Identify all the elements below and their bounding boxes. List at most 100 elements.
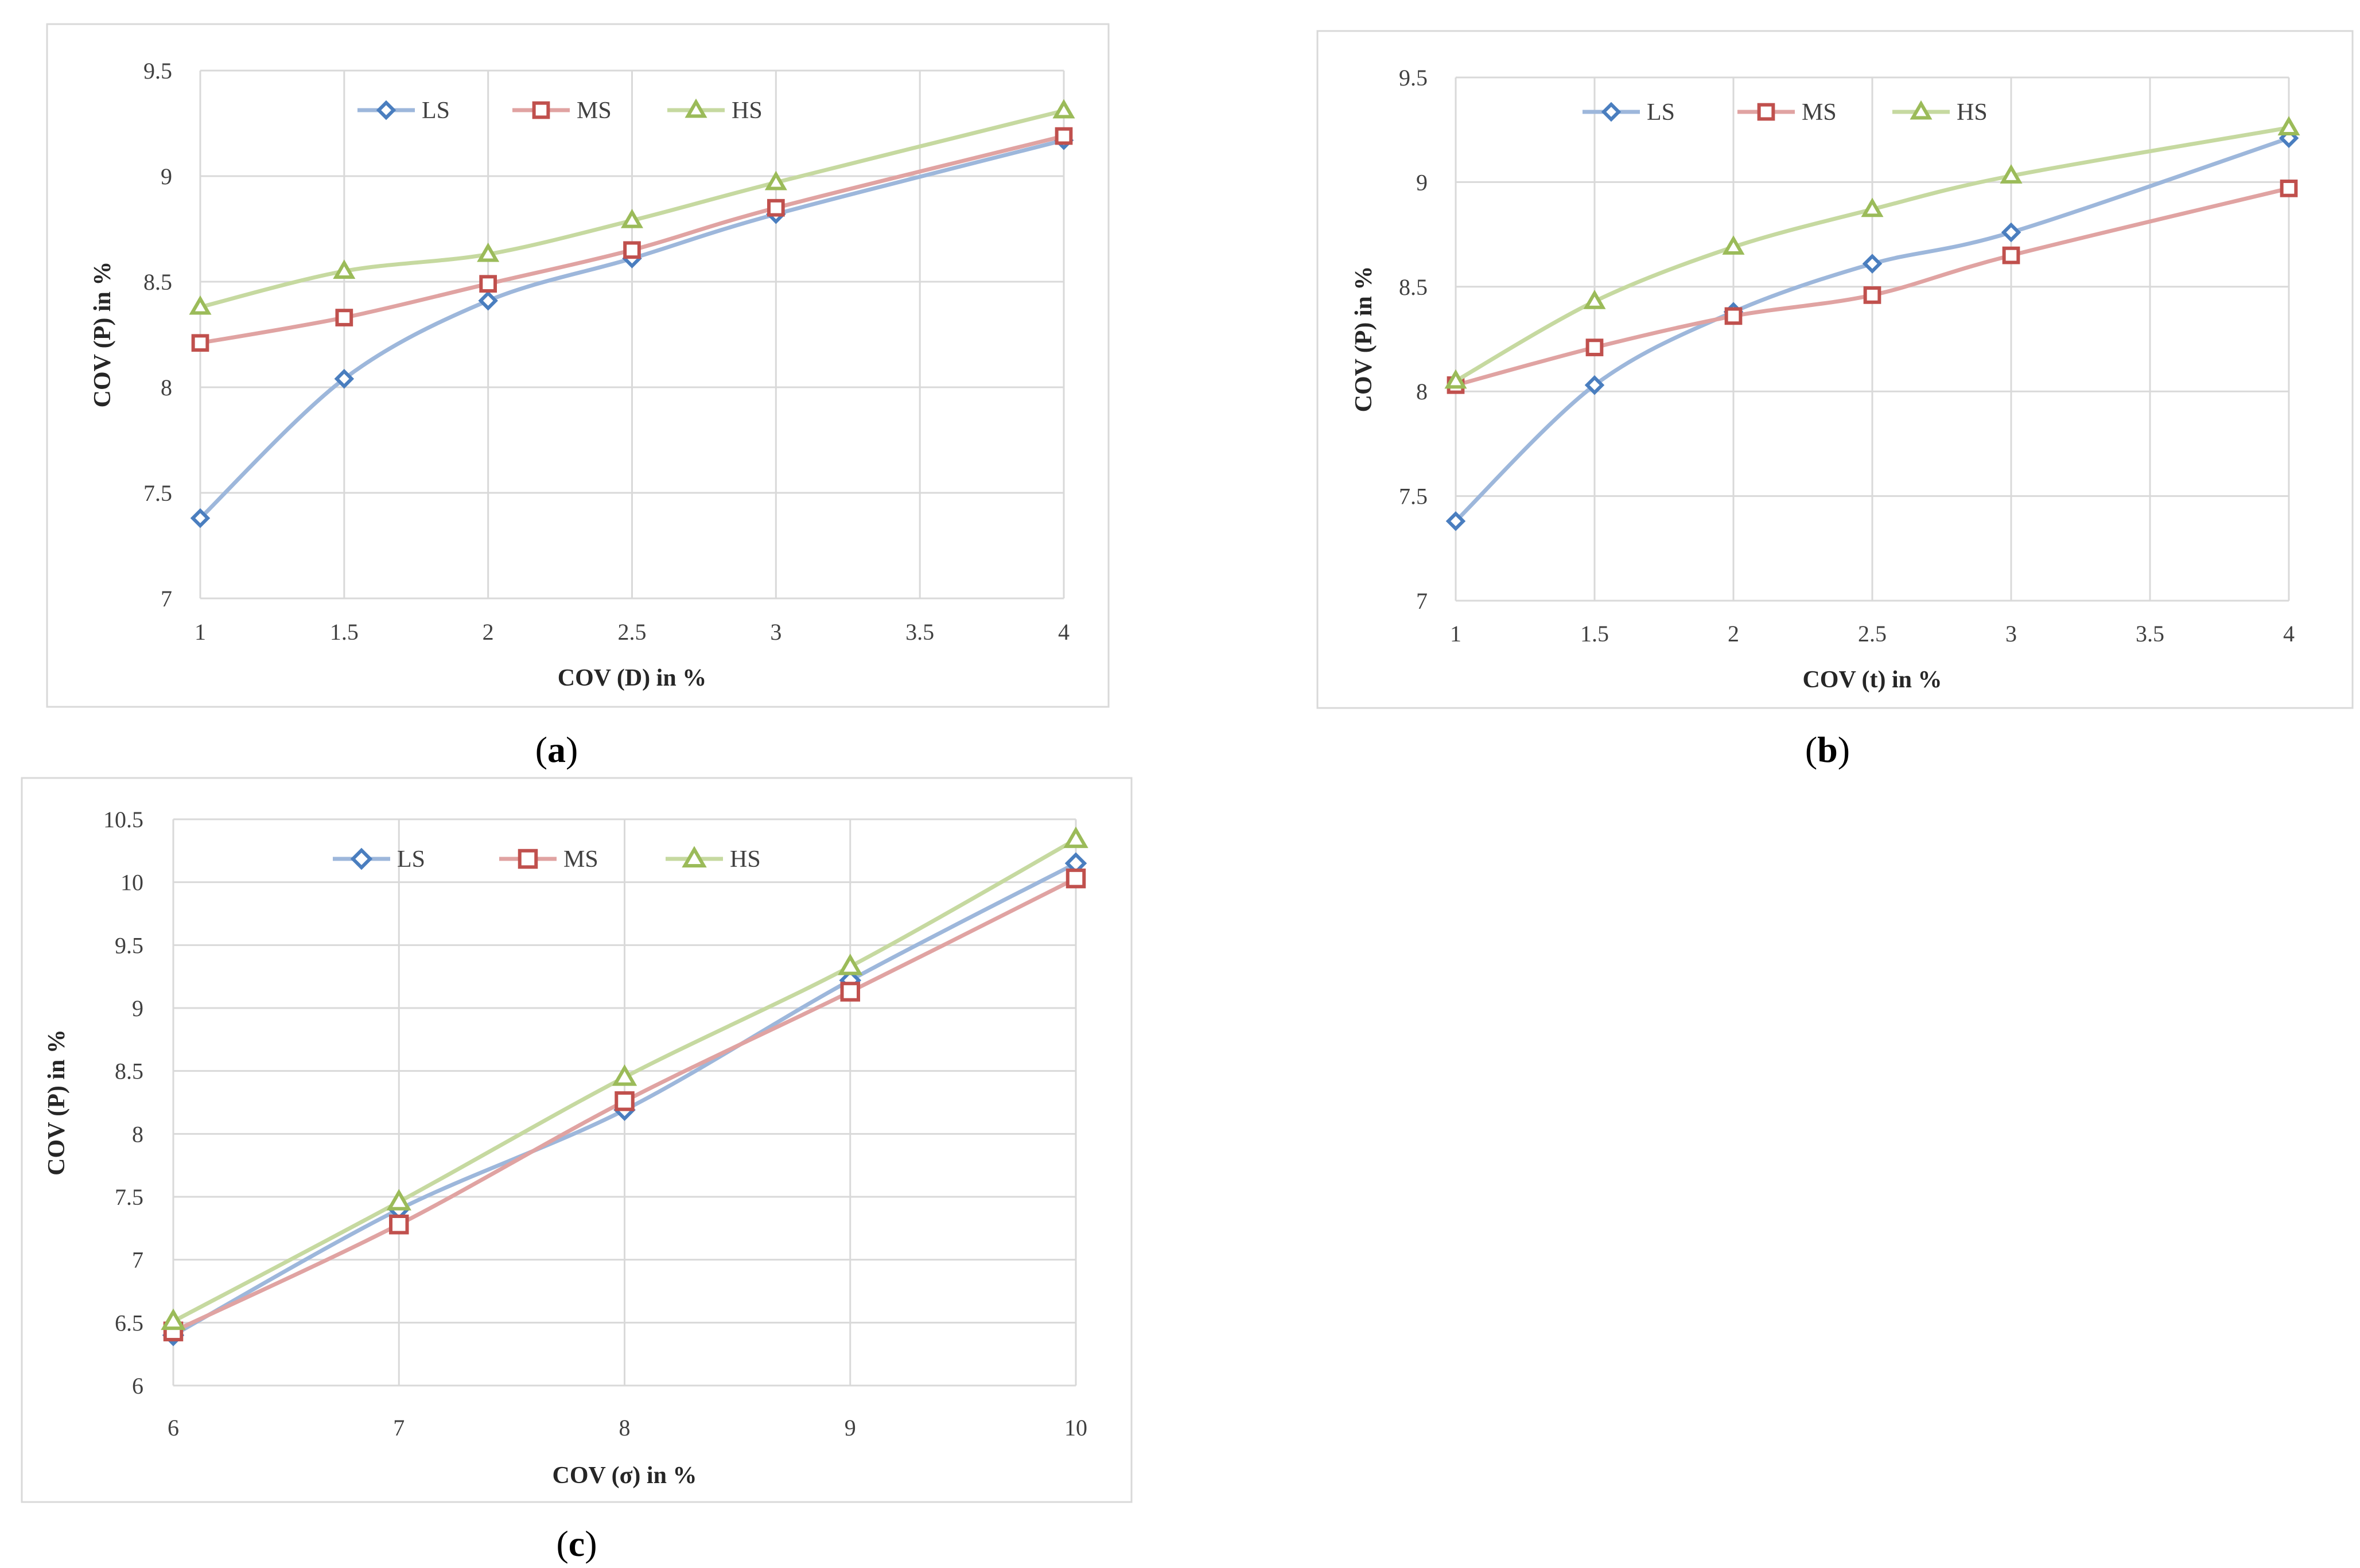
x-tick-label: 1: [1450, 621, 1461, 647]
data-point-LS: [1862, 254, 1883, 274]
y-tick-label: 9.5: [143, 58, 172, 84]
panel-caption-letter: b: [1817, 729, 1838, 770]
legend-marker-MS: [1757, 103, 1775, 121]
panel-caption: (a): [535, 729, 578, 770]
data-point-MS: [840, 982, 860, 1002]
legend-marker-HS: [682, 846, 707, 867]
x-axis-title: COV (σ) in %: [553, 1462, 697, 1489]
data-point-HS: [764, 170, 787, 190]
x-tick-label: 4: [1058, 619, 1070, 645]
legend-label-MS: MS: [1802, 99, 1837, 126]
data-point-MS: [1055, 127, 1073, 145]
chart-frame: [21, 777, 1133, 1503]
data-point-MS: [767, 199, 785, 217]
data-point-HS: [2000, 164, 2023, 184]
data-point-HS: [333, 259, 356, 279]
data-point-HS: [161, 1308, 186, 1330]
data-point-MS: [389, 1215, 409, 1235]
y-tick-label: 7: [132, 1247, 143, 1273]
x-tick-label: 6: [168, 1415, 179, 1441]
data-point-MS: [335, 309, 353, 326]
x-tick-label: 1.5: [330, 619, 359, 645]
legend-label-LS: LS: [397, 846, 425, 873]
y-tick-label: 8.5: [115, 1059, 143, 1084]
data-point-HS: [477, 242, 500, 262]
data-point-MS: [623, 241, 641, 259]
x-tick-label: 1.5: [1580, 621, 1609, 647]
data-point-MS: [2280, 179, 2298, 197]
series-MS: [1447, 179, 2298, 394]
series-MS: [163, 868, 1086, 1341]
chart-panel-c: 6 6.5 7 7.5 8 8.5 9 9.5 10 10.5 6 7 8 9 10 COV (σ) in %…: [21, 777, 1133, 1564]
x-tick-label: 8: [619, 1415, 631, 1441]
y-tick-label: 8: [1416, 379, 1428, 404]
data-point-MS: [1724, 307, 1743, 325]
panel-caption: (c): [556, 1523, 597, 1564]
chart-frame: [46, 23, 1110, 708]
data-point-HS: [1063, 826, 1088, 849]
data-point-LS: [478, 290, 498, 311]
x-tick-label: 1: [195, 619, 206, 645]
data-point-LS: [1584, 375, 1605, 395]
panel-caption: (b): [1805, 729, 1850, 770]
legend-label-LS: LS: [422, 98, 450, 124]
data-point-HS: [1861, 197, 1884, 217]
data-point-MS: [2002, 246, 2020, 264]
x-tick-label: 2.5: [1858, 621, 1887, 647]
y-tick-label: 9.5: [1399, 65, 1428, 91]
x-tick-label: 9: [845, 1415, 856, 1441]
x-axis-title: COV (D) in %: [558, 665, 706, 691]
y-tick-label: 10.5: [103, 807, 143, 832]
series-HS: [1444, 116, 2300, 389]
series-line-HS: [198, 108, 1066, 309]
data-point-LS: [190, 508, 211, 528]
x-tick-label: 3.5: [905, 619, 934, 645]
series-HS: [189, 99, 1075, 315]
series-line-LS: [198, 138, 1066, 520]
data-point-LS: [334, 369, 355, 389]
y-tick-label: 8.5: [1399, 274, 1428, 300]
legend-label-LS: LS: [1647, 99, 1675, 126]
legend-marker-HS: [1910, 100, 1933, 120]
x-tick-label: 3.5: [2136, 621, 2164, 647]
data-point-HS: [620, 208, 644, 228]
x-tick-label: 4: [2283, 621, 2295, 647]
data-point-MS: [191, 334, 209, 352]
chart-panel-b: 7 7.5 8 8.5 9 9.5 1 1.5 2 2.5 3 3.5 4 COV (t) in % COV…: [1316, 30, 2354, 770]
y-tick-label: 8.5: [143, 269, 172, 295]
legend-label-HS: HS: [1957, 99, 1988, 126]
legend-label-MS: MS: [577, 98, 612, 124]
y-tick-label: 10: [120, 870, 143, 896]
data-point-HS: [838, 954, 863, 975]
data-point-HS: [1722, 235, 1745, 255]
data-point-HS: [1583, 290, 1606, 309]
x-tick-label: 3: [770, 619, 782, 645]
y-tick-label: 7.5: [115, 1184, 143, 1210]
series-HS: [161, 826, 1088, 1330]
legend-label-MS: MS: [563, 846, 598, 873]
data-point-MS: [1863, 286, 1881, 304]
legend-marker-MS: [518, 849, 538, 869]
y-axis-title: COV (P) in %: [90, 262, 116, 408]
x-axis-title: COV (t) in %: [1802, 667, 1942, 693]
legend-marker-MS: [532, 101, 550, 119]
data-point-MS: [1585, 338, 1604, 356]
data-point-HS: [2277, 116, 2300, 135]
y-tick-label: 8: [161, 375, 172, 400]
data-point-HS: [612, 1064, 637, 1086]
data-point-LS: [1445, 511, 1466, 531]
y-tick-label: 9: [161, 164, 172, 189]
data-point-HS: [189, 295, 212, 315]
x-tick-label: 10: [1064, 1415, 1087, 1441]
data-point-LS: [2001, 222, 2021, 243]
series-line-LS: [1453, 136, 2291, 523]
data-point-MS: [615, 1091, 635, 1111]
x-tick-label: 2.5: [618, 619, 647, 645]
y-tick-label: 9: [1416, 169, 1428, 195]
x-tick-label: 2: [1728, 621, 1739, 647]
legend-marker-LS: [1601, 102, 1622, 122]
y-tick-label: 9.5: [115, 932, 143, 958]
data-point-MS: [479, 275, 497, 293]
x-tick-label: 7: [393, 1415, 405, 1441]
